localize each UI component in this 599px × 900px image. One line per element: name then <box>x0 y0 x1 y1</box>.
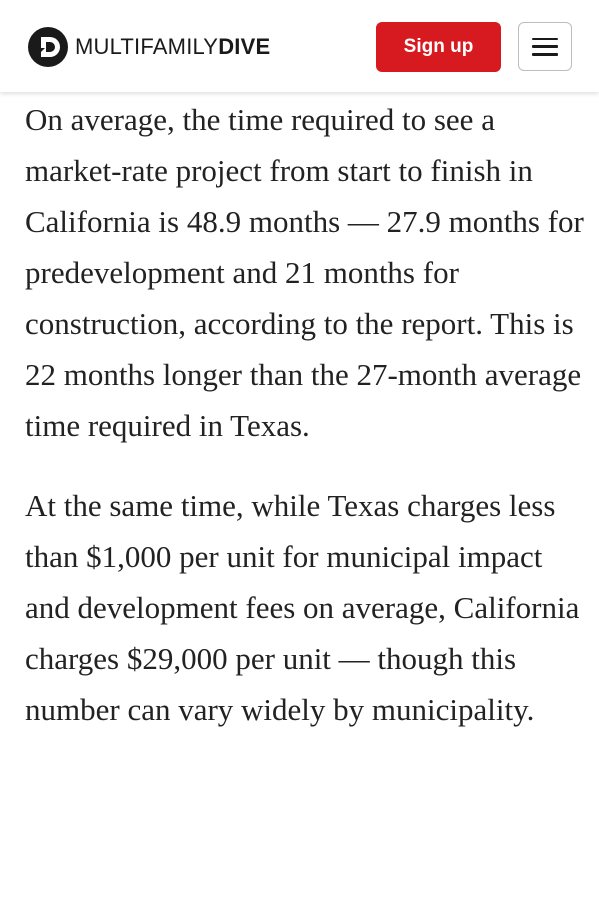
hamburger-menu-icon <box>532 37 558 56</box>
article-paragraph-2: At the same time, while Texas charges le… <box>25 488 580 727</box>
menu-button[interactable] <box>518 22 572 71</box>
sign-up-button[interactable]: Sign up <box>376 22 501 72</box>
logo-wordmark: MULTIFAMILYDIVE <box>75 34 270 60</box>
article-body: On average, the time required to see a m… <box>25 94 590 764</box>
logo-word-light: MULTIFAMILY <box>75 34 219 59</box>
site-header: MULTIFAMILYDIVE Sign up <box>0 0 599 92</box>
logo-word-bold: DIVE <box>218 34 271 59</box>
site-logo[interactable]: MULTIFAMILYDIVE <box>27 27 270 67</box>
dive-logo-icon <box>28 27 68 67</box>
article-paragraph-1: On average, the time required to see a m… <box>25 102 584 443</box>
